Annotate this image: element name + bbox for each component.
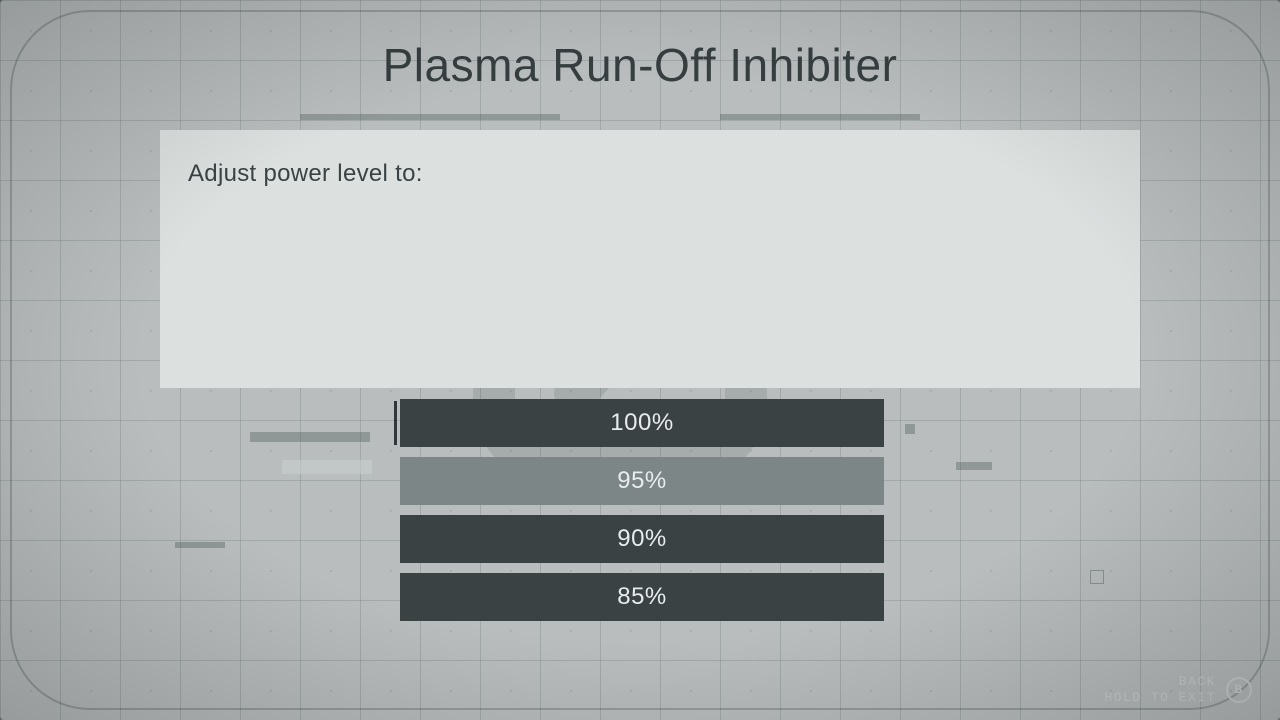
option-button-100[interactable]: 100% <box>400 399 884 447</box>
option-row: 85% <box>400 573 884 621</box>
options-list: 100% 95% 90% 85% <box>400 399 884 631</box>
footer-hint: BACK HOLD TO EXIT B <box>1104 674 1252 707</box>
option-marker <box>394 401 397 445</box>
page-title: Plasma Run-Off Inhibiter <box>0 38 1280 92</box>
option-button-95[interactable]: 95% <box>400 457 884 505</box>
prompt-panel: Adjust power level to: <box>160 130 1140 388</box>
option-row: 100% <box>400 399 884 447</box>
footer-back-label: BACK <box>1104 674 1216 690</box>
option-button-85[interactable]: 85% <box>400 573 884 621</box>
footer-exit-label: HOLD TO EXIT <box>1104 690 1216 706</box>
option-button-90[interactable]: 90% <box>400 515 884 563</box>
option-row: 90% <box>400 515 884 563</box>
option-row: 95% <box>400 457 884 505</box>
prompt-text: Adjust power level to: <box>188 160 1112 188</box>
b-button-icon: B <box>1226 677 1252 703</box>
